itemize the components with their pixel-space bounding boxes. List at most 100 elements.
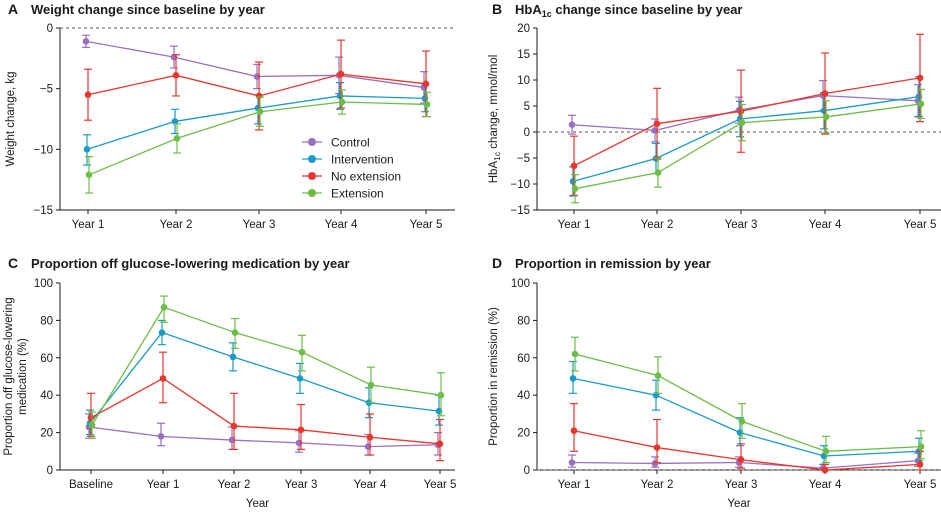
- data-point: [737, 107, 745, 115]
- y-tick-label: 100: [511, 278, 530, 290]
- panel-c: C Proportion off glucose-lowering medicat…: [3, 255, 456, 510]
- series-extension: [571, 88, 925, 204]
- legend-marker: [308, 172, 316, 180]
- panel-title: Proportion in remission by year: [515, 256, 711, 271]
- x-tick-label: Year 2: [641, 479, 674, 491]
- series-intervention: [86, 319, 443, 436]
- series-intervention: [83, 81, 429, 166]
- data-point: [437, 391, 445, 399]
- series-line: [571, 94, 919, 132]
- y-tick-label: 20: [517, 23, 530, 35]
- data-point: [916, 74, 924, 82]
- y-tick-label: 20: [40, 428, 53, 440]
- x-tick-label: Year 5: [904, 219, 937, 231]
- x-tick-label: Year 5: [904, 479, 937, 491]
- data-point: [822, 113, 830, 121]
- data-point: [571, 185, 579, 192]
- data-point: [171, 118, 179, 125]
- series-control: [82, 34, 428, 104]
- panel-title: Weight change since baseline by year: [31, 2, 265, 17]
- data-point: [298, 348, 306, 356]
- data-point: [160, 304, 168, 311]
- y-tick-label: −10: [33, 144, 53, 156]
- data-point: [654, 169, 662, 176]
- data-point: [738, 119, 746, 126]
- y-tick-label: 80: [517, 315, 530, 327]
- y-tick-label: −15: [33, 205, 53, 217]
- data-point: [917, 443, 925, 450]
- data-point: [917, 100, 925, 108]
- data-point: [436, 440, 444, 448]
- series-no-extension: [570, 33, 924, 197]
- x-tick-label: Year 1: [72, 219, 105, 231]
- panel-b: B HbA1c change since baseline by year −15 −…: [488, 1, 941, 231]
- data-point: [423, 101, 431, 108]
- y-tick-label: 60: [40, 353, 53, 365]
- data-point: [338, 98, 346, 106]
- y-tick-label: −10: [510, 179, 530, 191]
- data-point: [737, 456, 745, 464]
- y-tick-label: 40: [40, 390, 53, 402]
- data-point: [569, 375, 577, 382]
- data-point: [571, 350, 579, 358]
- series-extension: [88, 295, 445, 439]
- y-axis-label: Proportion in remission (%): [488, 307, 500, 446]
- y-tick-label: −15: [510, 205, 530, 217]
- x-tick-label: Year 1: [147, 479, 180, 491]
- series-no-extension: [87, 351, 444, 462]
- y-tick-label: −5: [40, 84, 53, 96]
- series-line: [574, 353, 922, 452]
- data-point: [255, 92, 263, 100]
- data-point: [159, 375, 167, 382]
- panel-letter: A: [8, 1, 18, 17]
- data-point: [173, 135, 181, 142]
- data-point: [157, 433, 165, 440]
- data-point: [653, 444, 661, 451]
- legend-label: Intervention: [331, 153, 394, 167]
- legend-marker: [308, 155, 316, 163]
- x-tick-label: Year 1: [558, 479, 591, 491]
- data-point: [296, 375, 304, 382]
- series-extension: [571, 336, 925, 464]
- x-tick-label: Year 2: [641, 219, 674, 231]
- data-point: [568, 121, 576, 129]
- data-point: [570, 427, 578, 435]
- data-point: [172, 72, 180, 79]
- series-no-extension: [570, 403, 924, 474]
- data-point: [88, 421, 96, 429]
- x-tick-label: Year 4: [809, 479, 842, 491]
- y-tick-label: 10: [517, 75, 530, 87]
- x-tick-label: Year 2: [218, 479, 251, 491]
- data-point: [822, 448, 830, 455]
- x-tick-label: Year 5: [424, 479, 457, 491]
- y-tick-label: 0: [47, 23, 53, 35]
- series-control: [85, 413, 442, 456]
- x-tick-label: Year 3: [725, 219, 758, 231]
- x-tick-label: Year 3: [725, 479, 758, 491]
- y-tick-label: 60: [517, 353, 530, 365]
- series-intervention: [569, 76, 923, 197]
- panel-title: Proportion off glucose-lowering medicati…: [31, 256, 350, 271]
- series-line: [89, 331, 440, 424]
- data-point: [158, 329, 166, 336]
- data-point: [231, 329, 239, 336]
- panel-a: A Weight change since baseline by year −15…: [5, 1, 455, 231]
- x-tick-label: Baseline: [69, 479, 113, 491]
- x-tick-label: Year 4: [325, 219, 358, 231]
- panel-letter: D: [492, 255, 502, 271]
- legend-label: No extension: [331, 170, 401, 184]
- x-axis-label: Year: [246, 498, 269, 510]
- data-point: [422, 80, 430, 88]
- data-point: [821, 90, 829, 97]
- y-tick-label: −5: [517, 153, 530, 165]
- data-point: [654, 372, 662, 379]
- panel-letter: C: [8, 255, 18, 271]
- data-point: [568, 459, 576, 466]
- y-tick-label: 100: [34, 278, 53, 290]
- data-point: [367, 381, 375, 389]
- data-point: [916, 461, 924, 468]
- y-tick-label: 0: [524, 127, 530, 139]
- series-line: [574, 103, 922, 190]
- panel-title: HbA1c change since baseline by year: [515, 2, 743, 19]
